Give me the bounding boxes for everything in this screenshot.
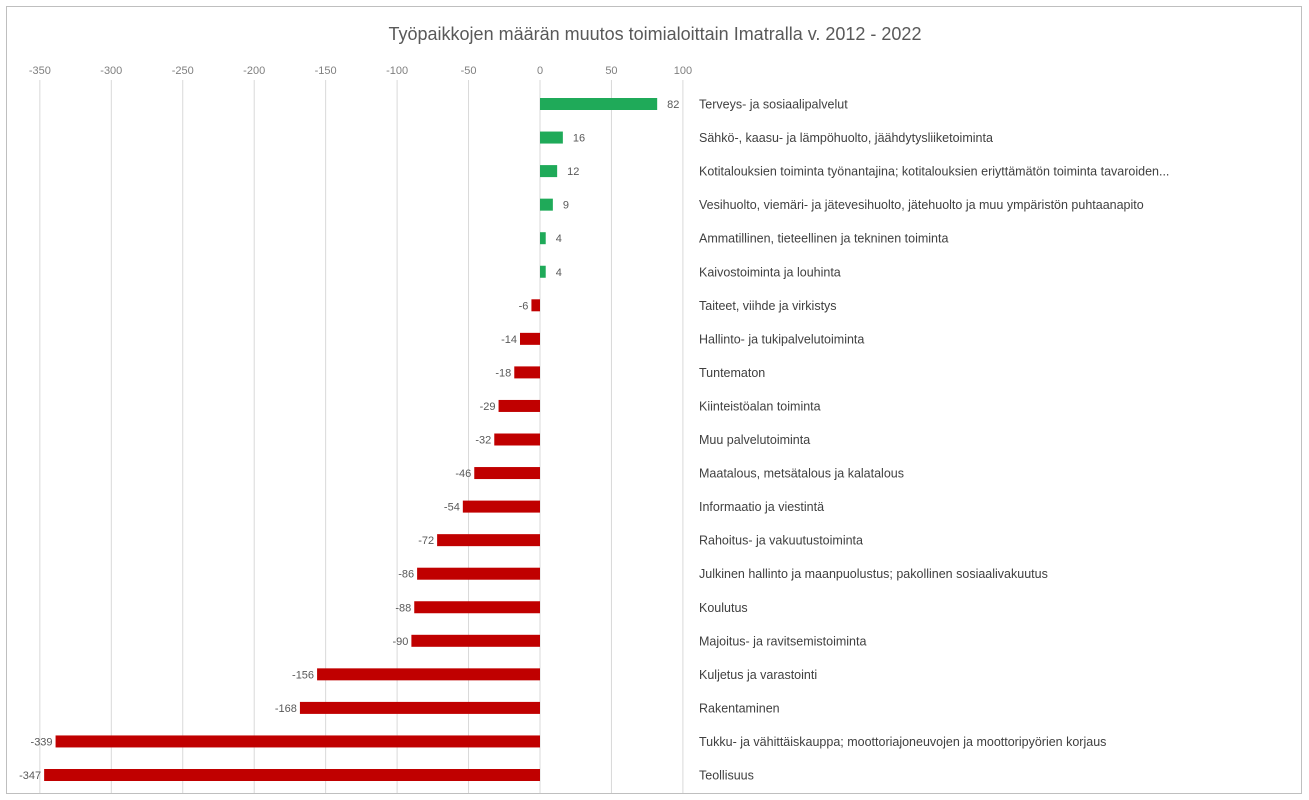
gridlines [39,80,684,793]
category-label: Kaivostoiminta ja louhinta [699,265,841,279]
bar [519,332,540,345]
bar [462,500,540,513]
bar [414,601,540,614]
bar [474,467,540,480]
bar [498,399,540,412]
data-label: -168 [275,703,297,715]
category-label: Taiteet, viihde ja virkistys [699,299,837,313]
data-label: -18 [495,367,511,379]
data-label: -29 [480,401,496,413]
data-label: -6 [519,300,529,312]
data-label: 12 [567,166,579,178]
bar [417,567,540,580]
category-label: Kotitalouksien toiminta työnantajina; ko… [699,165,1169,179]
data-label: -32 [475,435,491,447]
x-tick-label: -200 [243,65,265,77]
x-tick-label: -300 [100,65,122,77]
bar [514,366,540,379]
x-tick-label: -100 [386,65,408,77]
chart-frame: Työpaikkojen määrän muutos toimialoittai… [6,6,1302,794]
data-label: -339 [31,736,53,748]
bar [317,668,540,681]
bar [540,198,553,211]
bar [540,232,546,245]
bar [540,98,658,110]
category-label: Majoitus- ja ravitsemistoiminta [699,634,866,648]
category-label: Maatalous, metsätalous ja kalatalous [699,467,904,481]
category-label: Teollisuus [699,769,754,783]
data-label: -156 [292,669,314,681]
category-label: Muu palvelutoiminta [699,433,810,447]
x-tick-label: 100 [674,65,692,77]
chart-title: Työpaikkojen määrän muutos toimialoittai… [389,24,922,44]
data-label: -14 [501,334,517,346]
bars [44,98,658,781]
data-label: -86 [398,569,414,581]
bar-chart: Työpaikkojen määrän muutos toimialoittai… [19,24,1169,793]
bar [540,165,558,178]
category-label: Kiinteistöalan toiminta [699,399,821,413]
bar [55,735,540,748]
bar [494,433,540,446]
category-label: Vesihuolto, viemäri- ja jätevesihuolto, … [699,198,1144,212]
category-label: Hallinto- ja tukipalvelutoiminta [699,332,864,346]
data-label: 82 [667,99,679,111]
data-label: -46 [455,468,471,480]
data-label: 9 [563,200,569,212]
category-labels: Terveys- ja sosiaalipalvelut Sähkö-, kaas… [699,98,1169,783]
bar [437,534,540,547]
category-label: Julkinen hallinto ja maanpuolustus; pako… [699,567,1048,581]
data-label: 16 [573,133,585,145]
x-tick-label: 50 [605,65,617,77]
data-label: -88 [395,602,411,614]
category-label: Rakentaminen [699,701,780,715]
category-label: Sähkö-, kaasu- ja lämpöhuolto, jäähdytys… [699,131,993,145]
data-label: -347 [19,770,41,782]
bar [531,299,540,312]
bar [411,634,540,647]
bar [299,701,540,714]
category-label: Terveys- ja sosiaalipalvelut [699,98,848,112]
x-tick-label: 0 [537,65,543,77]
data-label: 4 [556,267,562,279]
x-tick-label: -50 [461,65,477,77]
bar [540,265,546,278]
x-tick-label: -350 [29,65,51,77]
category-label: Koulutus [699,601,748,615]
data-labels: 82 16 12 9 4 4 -6 -14 -18 -29 -32 -46 -54 -72 -86 -88 -9… [19,99,679,782]
category-label: Tukku- ja vähittäiskauppa; moottoriajone… [699,735,1106,749]
data-label: -54 [444,502,460,514]
category-label: Ammatillinen, tieteellinen ja tekninen t… [699,232,948,246]
bar [44,769,541,781]
category-label: Tuntematon [699,366,765,380]
category-label: Kuljetus ja varastointi [699,668,817,682]
data-label: -72 [418,535,434,547]
category-label: Rahoitus- ja vakuutustoiminta [699,534,863,548]
data-label: -90 [392,636,408,648]
category-label: Informaatio ja viestintä [699,500,824,514]
x-axis-ticks: -350 -300 -250 -200 -150 -100 -50 0 50 100 [29,65,692,77]
x-tick-label: -250 [172,65,194,77]
data-label: 4 [556,233,562,245]
bar [540,131,563,144]
x-tick-label: -150 [315,65,337,77]
